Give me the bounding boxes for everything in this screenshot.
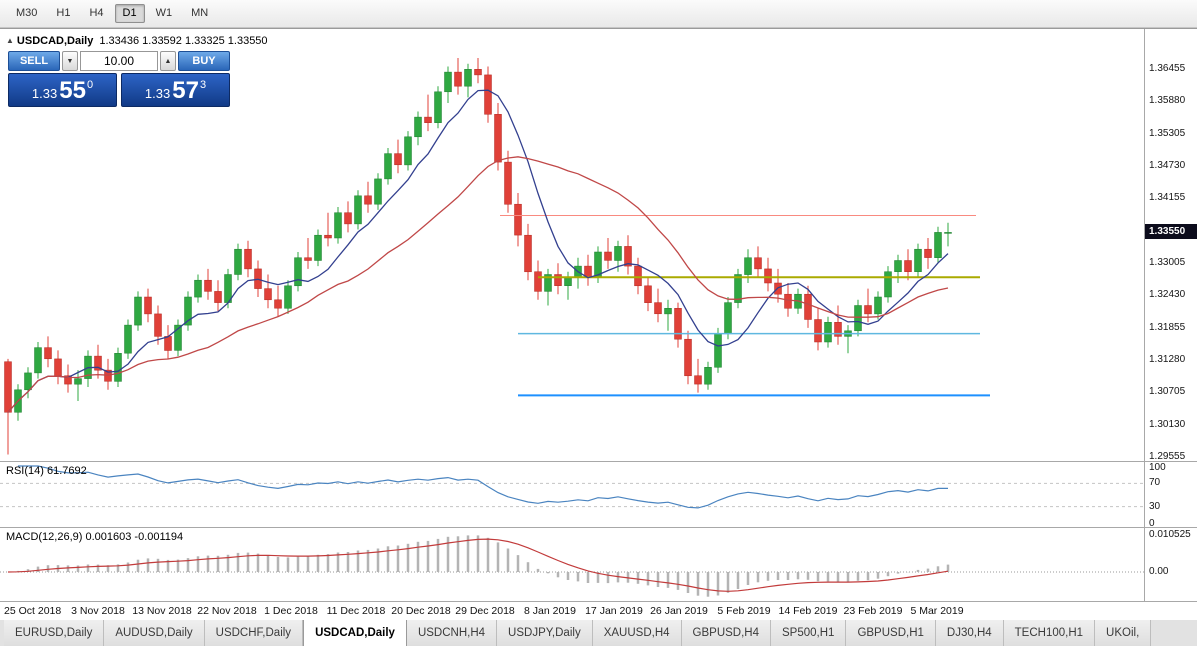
chevron-down-icon: ▼ [66, 57, 74, 65]
chart-tab-usdcnh-h4[interactable]: USDCNH,H4 [406, 619, 498, 646]
chart-symbol-label: USDCAD,Daily [16, 35, 94, 47]
sell-price-point: 0 [86, 79, 94, 91]
buy-price-display[interactable]: 1.33 57 3 [121, 73, 230, 107]
rsi-axis: 100 70 30 0 [1144, 462, 1197, 529]
date-axis-label: 22 Nov 2018 [197, 605, 257, 617]
price-axis-label: 1.34730 [1149, 160, 1186, 171]
chart-tabs-bar: EURUSD,Daily AUDUSD,Daily USDCHF,Daily USDC… [0, 618, 1197, 646]
chart-widget: ▲ USDCAD,Daily 1.33436 1.33592 1.33325 1.3… [0, 28, 1197, 620]
timeframe-h1[interactable]: H1 [56, 7, 71, 19]
one-click-trading-panel: SELL ▼ 10.00 ▲ BUY 1.33 55 0 1.33 57 3 [8, 51, 230, 107]
sell-price-figure: 1.33 [31, 86, 58, 101]
price-axis-label: 1.34155 [1149, 192, 1186, 203]
date-axis-label: 11 Dec 2018 [326, 605, 386, 617]
date-axis-label: 29 Dec 2018 [455, 605, 515, 617]
rsi-axis-label: 30 [1149, 501, 1161, 512]
macd-axis-label: 0.00 [1149, 566, 1169, 577]
price-axis-label: 1.30130 [1149, 419, 1186, 430]
date-axis-label: 3 Nov 2018 [71, 605, 125, 617]
timeframe-m30[interactable]: M30 [16, 7, 38, 19]
price-axis-label: 1.35880 [1149, 95, 1186, 106]
price-axis-label: 1.36455 [1149, 63, 1186, 74]
date-axis-label: 20 Dec 2018 [391, 605, 451, 617]
rsi-chart[interactable] [0, 462, 1144, 527]
timeframe-d1[interactable]: D1 [114, 4, 145, 23]
chart-tab-dj30-h4[interactable]: DJ30,H4 [935, 619, 1004, 646]
rsi-indicator-panel: RSI(14) 61.7692 100 70 30 0 [0, 461, 1197, 529]
sell-price-pips: 55 [59, 77, 86, 104]
volume-input[interactable]: 10.00 [80, 51, 158, 71]
rsi-axis-label: 70 [1149, 477, 1161, 488]
chart-tab-xauusd-h4[interactable]: XAUUSD,H4 [592, 619, 682, 646]
date-axis-label: 23 Feb 2019 [843, 605, 903, 617]
chevron-up-icon: ▲ [164, 57, 172, 65]
rsi-axis-label: 0 [1149, 518, 1155, 529]
date-axis-label: 17 Jan 2019 [585, 605, 643, 617]
price-axis-label: 1.30705 [1149, 386, 1186, 397]
macd-axis-label: 0.010525 [1149, 529, 1191, 540]
chart-tab-usdchf-daily[interactable]: USDCHF,Daily [204, 619, 304, 646]
buy-button[interactable]: BUY [178, 51, 230, 71]
rsi-axis-label: 100 [1149, 462, 1166, 473]
date-axis-label: 1 Dec 2018 [264, 605, 318, 617]
price-axis-label: 1.31855 [1149, 322, 1186, 333]
date-axis-label: 5 Mar 2019 [910, 605, 964, 617]
timeframe-w1[interactable]: W1 [155, 7, 173, 19]
price-axis-label: 1.35305 [1149, 128, 1186, 139]
chart-tab-usdcad-daily[interactable]: USDCAD,Daily [303, 619, 407, 646]
sell-price-display[interactable]: 1.33 55 0 [8, 73, 117, 107]
price-axis-label: 1.33005 [1149, 257, 1186, 268]
date-axis-label: 5 Feb 2019 [717, 605, 771, 617]
chart-collapse-arrow-icon[interactable]: ▲ [6, 36, 14, 45]
chart-tab-gbpusd-h4[interactable]: GBPUSD,H4 [681, 619, 771, 646]
rsi-indicator-label: RSI(14) 61.7692 [6, 465, 87, 477]
timeframe-h4[interactable]: H4 [89, 7, 104, 19]
volume-decrease-button[interactable]: ▼ [62, 51, 78, 71]
price-axis: 1.33550 1.36455 1.35880 1.35305 1.34730 1.34… [1144, 29, 1197, 462]
chart-title: ▲ USDCAD,Daily 1.33436 1.33592 1.33325 1.3… [6, 35, 268, 47]
sell-button[interactable]: SELL [8, 51, 60, 71]
date-axis-label: 25 Oct 2018 [4, 605, 62, 617]
macd-indicator-label: MACD(12,26,9) 0.001603 -0.001194 [6, 531, 184, 543]
timeframe-toolbar: M30 H1 H4 D1 W1 MN [0, 0, 1197, 28]
date-axis: 25 Oct 2018 3 Nov 2018 13 Nov 2018 22 Nov 2… [0, 601, 1197, 620]
chart-tab-ukoil[interactable]: UKOil, [1095, 619, 1152, 646]
chart-ohlc-values: 1.33436 1.33592 1.33325 1.33550 [99, 35, 268, 47]
macd-axis: 0.010525 0.00 [1144, 528, 1197, 601]
current-price-badge: 1.33550 [1145, 224, 1197, 239]
price-axis-label: 1.31280 [1149, 354, 1186, 365]
date-axis-label: 26 Jan 2019 [650, 605, 708, 617]
buy-price-pips: 57 [172, 77, 199, 104]
chart-tab-usdjpy-daily[interactable]: USDJPY,Daily [497, 619, 593, 646]
price-axis-label: 1.32430 [1149, 289, 1186, 300]
price-axis-label: 1.29555 [1149, 451, 1186, 462]
date-axis-label: 8 Jan 2019 [524, 605, 576, 617]
buy-price-figure: 1.33 [144, 86, 171, 101]
chart-tab-audusd-daily[interactable]: AUDUSD,Daily [104, 619, 205, 646]
volume-increase-button[interactable]: ▲ [160, 51, 176, 71]
macd-indicator-panel: MACD(12,26,9) 0.001603 -0.001194 0.01052… [0, 527, 1197, 601]
date-axis-label: 13 Nov 2018 [132, 605, 192, 617]
chart-tab-gbpusd-h1[interactable]: GBPUSD,H1 [846, 619, 936, 646]
main-chart-panel: ▲ USDCAD,Daily 1.33436 1.33592 1.33325 1.3… [0, 29, 1197, 462]
timeframe-mn[interactable]: MN [191, 7, 209, 19]
candlestick-chart[interactable] [0, 29, 1144, 461]
chart-tab-sp500-h1[interactable]: SP500,H1 [771, 619, 847, 646]
chart-tab-tech100-h1[interactable]: TECH100,H1 [1003, 619, 1096, 646]
date-axis-label: 14 Feb 2019 [778, 605, 838, 617]
macd-chart[interactable] [0, 528, 1144, 601]
chart-tab-eurusd-daily[interactable]: EURUSD,Daily [4, 619, 105, 646]
buy-price-point: 3 [199, 79, 207, 91]
